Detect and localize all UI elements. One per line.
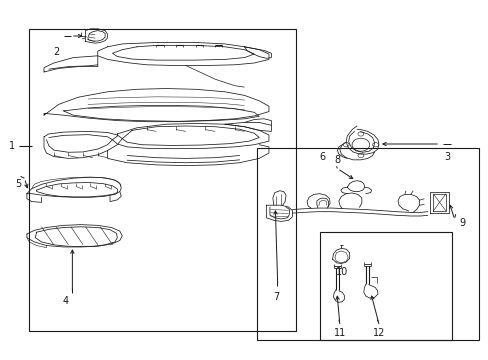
Bar <box>320 232 451 340</box>
Text: 8: 8 <box>334 155 340 165</box>
Text: 9: 9 <box>458 218 464 228</box>
Bar <box>29 29 295 331</box>
Text: 1: 1 <box>9 141 15 151</box>
Text: 6: 6 <box>319 152 325 162</box>
Text: 4: 4 <box>63 296 69 306</box>
Text: 5: 5 <box>16 179 21 189</box>
Bar <box>256 148 478 340</box>
Text: 12: 12 <box>372 328 385 338</box>
Text: 11: 11 <box>333 328 346 338</box>
Text: 7: 7 <box>273 292 279 302</box>
Text: 3: 3 <box>444 152 449 162</box>
Text: 2: 2 <box>53 47 59 57</box>
Text: 10: 10 <box>335 267 348 277</box>
